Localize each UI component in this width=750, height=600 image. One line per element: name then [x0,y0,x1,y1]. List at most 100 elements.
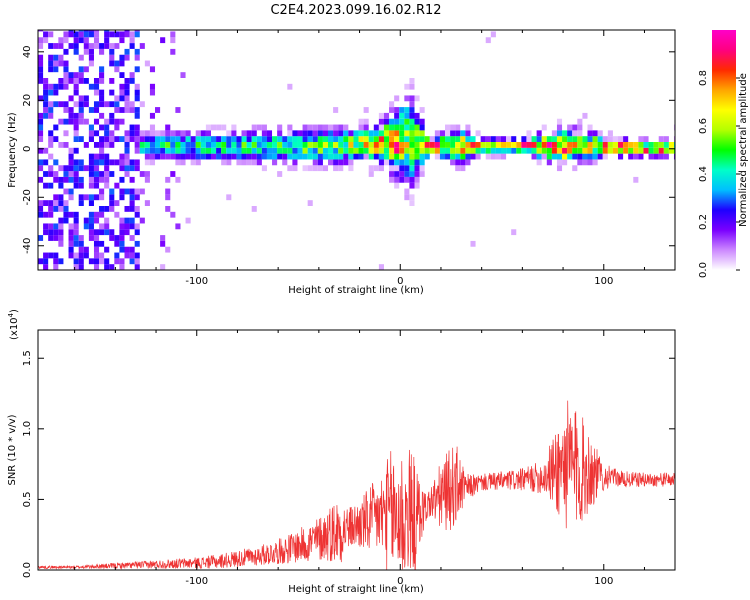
spectrogram-cell [389,118,395,125]
spectrogram-cell [394,112,400,119]
spectrogram-cell [195,136,201,142]
spectrogram-cell [83,66,89,73]
spectrogram-cell [246,153,252,160]
spectrogram-cell [272,136,278,142]
spectrogram-cell [480,147,486,154]
spectrogram-cell [541,142,547,148]
spectrogram-cell [48,31,54,38]
spectrogram-cell [409,124,415,131]
spectrogram-cell [93,194,100,201]
spectrogram-cell [378,147,384,154]
spectrogram-cell [68,171,74,177]
snr-y-tick-label: 1.0 [22,421,33,437]
spectrogram-cell [216,136,222,142]
spectrogram-cell [68,159,74,166]
spectrogram-cell [88,31,94,38]
spectrogram-cell [83,78,89,84]
spectrogram-cell [78,200,84,206]
spectrogram-cell [73,83,79,90]
spectrogram-cell [38,60,44,67]
spectrogram-cell [124,159,130,166]
spectrogram-cell [83,217,89,224]
spectrogram-cell [450,124,456,131]
spectrogram-cell [180,153,186,160]
spectrogram-cell [231,130,237,137]
spectrogram-cell [119,159,125,166]
spectrogram-cell [297,147,303,154]
spectrogram-cell [78,66,84,73]
spectrogram-cell [99,188,105,195]
spectrogram-cell [648,153,654,160]
spectrogram-cell [88,165,94,172]
spectrogram-cell [455,165,461,172]
spectrogram-cell [216,142,222,148]
snr-panel: -100 0 100 0.0 0.5 1.0 1.5 Height of straight … [7,309,676,595]
spectrogram-cell [404,194,410,201]
spectrogram-cell [93,142,100,148]
spectrogram-cell [114,136,120,142]
spectrogram-cell [389,136,395,142]
spectrogram-cell [195,142,201,148]
spectrogram-cell [119,176,125,183]
spectrogram-cell [556,118,563,125]
spectrogram-cell [114,124,120,131]
spectrogram-cell [333,124,339,131]
spectrogram-cell [129,130,135,137]
spectrogram-cell [165,124,171,131]
spectrogram-cell [149,112,156,119]
spectrogram-cell [495,147,501,154]
spectrogram-cell [623,147,629,154]
spectrogram-cell [58,258,64,265]
spectrogram-cell [124,95,130,102]
spectrogram-cell [144,153,150,160]
spectrogram-cell [73,130,79,137]
spectrogram-cell [68,252,74,259]
spectrogram-cell [353,130,359,137]
spectrogram-cell [210,142,217,148]
spectrogram-cell [597,153,603,160]
spectrogram-cell [129,37,135,44]
spectrogram-cell [104,101,110,108]
spectrogram-cell [328,159,334,166]
spectrogram-cell [292,147,298,154]
spectrogram-cell [292,130,298,137]
spectrogram-cell [119,194,125,201]
spectrogram-cell [378,264,384,270]
spectrogram-cell [180,142,186,148]
spectrogram-cell [241,142,247,148]
spectrogram-cell [48,107,54,113]
spectrogram-cell [190,153,196,160]
spectrogram-cell [429,142,435,148]
spectrogram-cell [170,37,176,44]
spectrogram-cell [607,136,613,142]
spectrogram-cell [602,153,608,160]
spectrogram-cell [312,159,318,166]
spectrogram-cell [43,83,49,90]
spectrogram-cell [58,194,64,201]
spectrogram-cell [68,95,74,102]
spectrogram-cell [312,153,318,160]
spectrogram-cell [551,130,557,137]
spectrogram-cell [546,142,552,148]
spectrogram-cell [577,124,583,131]
spectrogram-cell [389,165,395,172]
spectrogram-cell [409,130,415,137]
spectrogram-cell [73,147,79,154]
spectrogram-cell [48,83,54,90]
spectrogram-cell [119,235,125,241]
spectrogram-cell [266,142,273,148]
spectrogram-cell [165,147,171,154]
spectrogram-cell [521,136,527,142]
spectrogram-cell [572,142,578,148]
spectrogram-cell [88,171,94,177]
spectrogram-cell [93,165,100,172]
spectrogram-cell [663,136,669,142]
spectrogram-cell [353,153,359,160]
spectrogram-cell [124,153,130,160]
spectrogram-cell [73,182,79,189]
spectrogram-cell [328,142,334,148]
spectrogram-cell [521,147,527,154]
spectrogram-cell [450,159,456,166]
spectrogram-cell [348,153,354,160]
spectrogram-cell [455,142,461,148]
